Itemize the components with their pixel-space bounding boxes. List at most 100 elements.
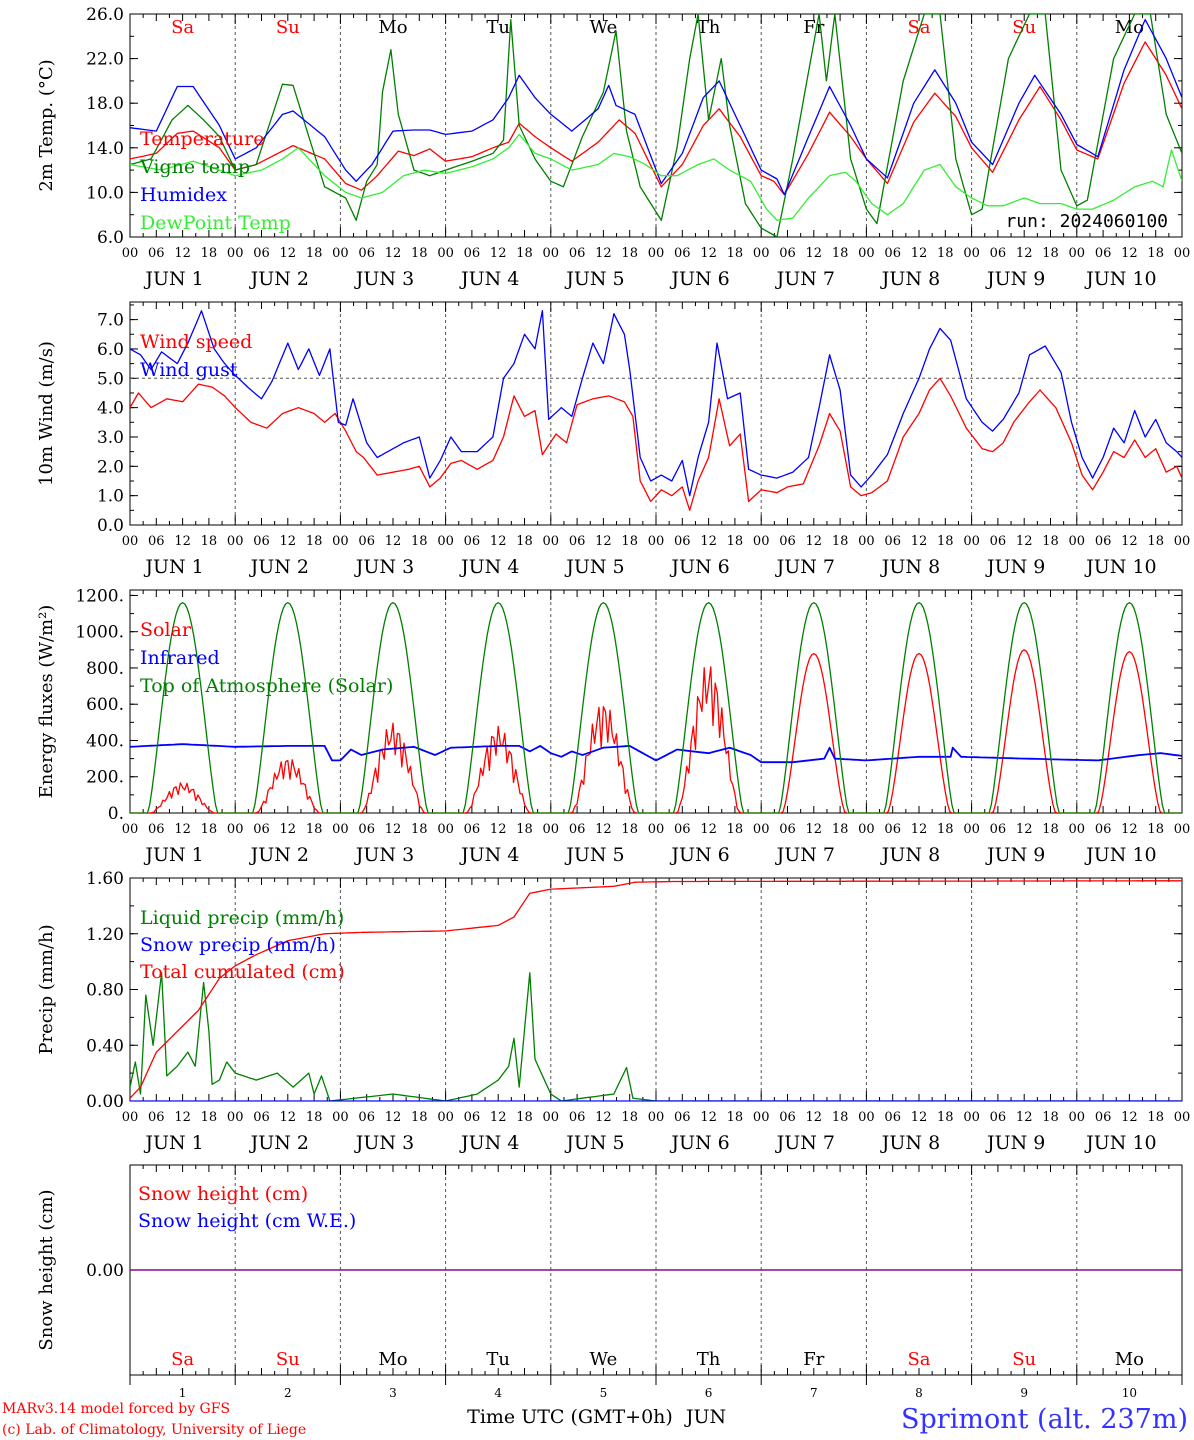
- hour-tick-label: 00: [437, 1110, 454, 1125]
- series-humidex: [130, 18, 1182, 196]
- hour-tick-label: 18: [1147, 822, 1164, 837]
- hour-tick-label: 00: [332, 1110, 349, 1125]
- x-axis-title: Time UTC (GMT+0h): [467, 1406, 673, 1428]
- series-dewpoint-temp: [130, 133, 1182, 221]
- y-tick-label: 6.0: [97, 340, 124, 360]
- run-label: run: 2024060100: [1005, 211, 1168, 232]
- hour-tick-label: 12: [385, 822, 402, 837]
- date-label: JUN 2: [249, 268, 309, 290]
- hour-tick-label: 18: [516, 822, 533, 837]
- hour-tick-label: 18: [832, 246, 849, 261]
- date-label: JUN 8: [880, 844, 940, 866]
- hour-tick-label: 12: [1121, 534, 1138, 549]
- hour-tick-label: 00: [753, 822, 770, 837]
- hour-tick-label: 18: [937, 1110, 954, 1125]
- hour-tick-label: 12: [911, 246, 928, 261]
- date-label: JUN 4: [459, 268, 519, 290]
- hour-tick-label: 00: [227, 534, 244, 549]
- hour-tick-label: 06: [884, 1110, 901, 1125]
- date-label: JUN 7: [775, 268, 835, 290]
- weekday-label: Su: [276, 17, 300, 38]
- y-tick-label: 7.0: [97, 311, 124, 331]
- hour-tick-label: 00: [332, 534, 349, 549]
- hour-tick-label: 18: [516, 1110, 533, 1125]
- date-number: 10: [1122, 1386, 1137, 1400]
- hour-tick-label: 06: [253, 534, 270, 549]
- hour-tick-label: 18: [621, 822, 638, 837]
- legend-snow-precip-mm-h: Snow precip (mm/h): [140, 934, 336, 956]
- hour-tick-label: 06: [569, 1110, 586, 1125]
- date-label: JUN 1: [143, 844, 203, 866]
- date-label: JUN 4: [459, 1132, 519, 1154]
- hour-tick-label: 18: [621, 534, 638, 549]
- hour-tick-label: 18: [621, 246, 638, 261]
- hour-tick-label: 06: [779, 822, 796, 837]
- legend-wind-speed: Wind speed: [140, 331, 252, 353]
- hour-tick-label: 00: [1174, 1110, 1191, 1125]
- hour-tick-label: 06: [990, 534, 1007, 549]
- y-tick-label: 6.0: [97, 228, 124, 248]
- date-number: 4: [494, 1386, 502, 1400]
- hour-tick-label: 00: [858, 534, 875, 549]
- date-label: JUN 4: [459, 556, 519, 578]
- hour-tick-label: 06: [148, 534, 165, 549]
- hour-tick-label: 00: [437, 534, 454, 549]
- hour-tick-label: 18: [937, 246, 954, 261]
- hour-tick-label: 00: [543, 246, 560, 261]
- hour-tick-label: 18: [727, 822, 744, 837]
- hour-tick-label: 00: [963, 1110, 980, 1125]
- hour-tick-label: 12: [280, 534, 297, 549]
- hour-tick-label: 18: [411, 246, 428, 261]
- hour-tick-label: 00: [648, 534, 665, 549]
- hour-tick-label: 00: [543, 1110, 560, 1125]
- date-label: JUN 6: [669, 268, 729, 290]
- hour-tick-label: 00: [1174, 246, 1191, 261]
- date-label: JUN 9: [985, 268, 1045, 290]
- hour-tick-label: 12: [1016, 822, 1033, 837]
- hour-tick-label: 06: [884, 534, 901, 549]
- hour-tick-label: 18: [1147, 1110, 1164, 1125]
- hour-tick-label: 18: [727, 534, 744, 549]
- date-label: JUN 5: [564, 556, 624, 578]
- date-label: JUN 3: [354, 844, 414, 866]
- hour-tick-label: 18: [411, 534, 428, 549]
- hour-tick-label: 12: [174, 1110, 191, 1125]
- weekday-label: Mo: [1115, 17, 1144, 38]
- hour-tick-label: 18: [727, 246, 744, 261]
- hour-tick-label: 18: [306, 534, 323, 549]
- hour-tick-label: 18: [516, 534, 533, 549]
- hour-tick-label: 12: [280, 822, 297, 837]
- weekday-label: Sa: [171, 17, 194, 38]
- hour-tick-label: 12: [280, 1110, 297, 1125]
- hour-tick-label: 06: [1095, 1110, 1112, 1125]
- hour-tick-label: 12: [595, 822, 612, 837]
- weekday-label: Th: [697, 1349, 721, 1370]
- y-axis-label: Energy fluxes (W/m²): [36, 605, 57, 799]
- hour-tick-label: 00: [648, 246, 665, 261]
- hour-tick-label: 00: [227, 246, 244, 261]
- y-axis-label: Precip (mm/h): [36, 924, 57, 1054]
- x-axis-month: JUN: [684, 1406, 726, 1428]
- date-label: JUN 3: [354, 556, 414, 578]
- hour-tick-label: 12: [911, 822, 928, 837]
- legend-snow-height-cm-w-e: Snow height (cm W.E.): [138, 1210, 356, 1232]
- temperature-panel: 6.0 10.0 14.0 18.0 22.0 26.0 2m Temp. (°C) 00 06…: [36, 5, 1190, 290]
- lab-credit: (c) Lab. of Climatology, University of L…: [2, 1422, 306, 1438]
- hour-tick-label: 06: [253, 246, 270, 261]
- series-group: [130, 14, 1182, 237]
- hour-tick-label: 12: [174, 534, 191, 549]
- hour-tick-label: 00: [227, 1110, 244, 1125]
- hour-tick-label: 12: [806, 246, 823, 261]
- date-label: JUN 8: [880, 1132, 940, 1154]
- hour-tick-label: 00: [858, 822, 875, 837]
- date-number: 1: [179, 1386, 187, 1400]
- date-label: JUN 2: [249, 1132, 309, 1154]
- hour-tick-label: 18: [306, 1110, 323, 1125]
- hour-tick-label: 06: [358, 246, 375, 261]
- date-label: JUN 6: [669, 844, 729, 866]
- hour-tick-label: 18: [832, 534, 849, 549]
- hour-tick-label: 12: [595, 1110, 612, 1125]
- y-tick-label: 4.0: [97, 399, 124, 419]
- hour-tick-label: 00: [1069, 1110, 1086, 1125]
- date-label: JUN 7: [775, 556, 835, 578]
